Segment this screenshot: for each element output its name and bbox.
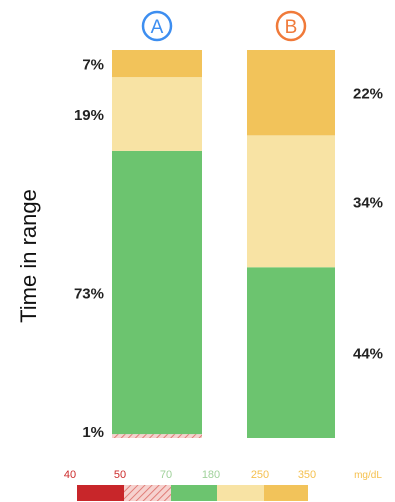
bar-A-250-350 [112,50,202,78]
legend-tick-70: 70 [160,469,172,481]
pct-label-A-19pct: 19% [74,107,104,124]
bar-A-70-180 [112,150,202,435]
category-badge-A [141,10,173,42]
pct-label-B-44pct: 44% [353,346,383,363]
bar-B-70-180 [247,267,335,438]
legend-tick-350: 350 [298,469,316,481]
legend-tick-40: 40 [64,469,76,481]
pct-label-A-1pct: 1% [82,424,104,441]
y-axis-label: Time in range [16,189,41,323]
bar-B-250-350 [247,50,335,136]
legend-swatch-250-350 [264,485,308,501]
legend-swatch-40-50 [77,485,124,501]
legend-tick-180: 180 [202,469,220,481]
pct-label-A-7pct: 7% [82,57,104,74]
pct-label-B-22pct: 22% [353,86,383,103]
bar-A-50-70 [112,434,202,438]
pct-label-B-34pct: 34% [353,194,383,211]
legend-swatch-70-180 [171,485,217,501]
pct-label-A-73pct: 73% [74,286,104,303]
category-label-B: B [285,17,298,38]
category-badge-B [275,10,307,42]
bar-B-180-250 [247,135,335,268]
legend-unit: mg/dL [354,470,382,481]
bar-A-180-250 [112,77,202,151]
legend-tick-250: 250 [251,469,269,481]
legend-swatch-180-250 [217,485,264,501]
legend-tick-50: 50 [114,469,126,481]
legend-swatch-50-70 [124,485,171,501]
category-label-A: A [151,17,164,38]
